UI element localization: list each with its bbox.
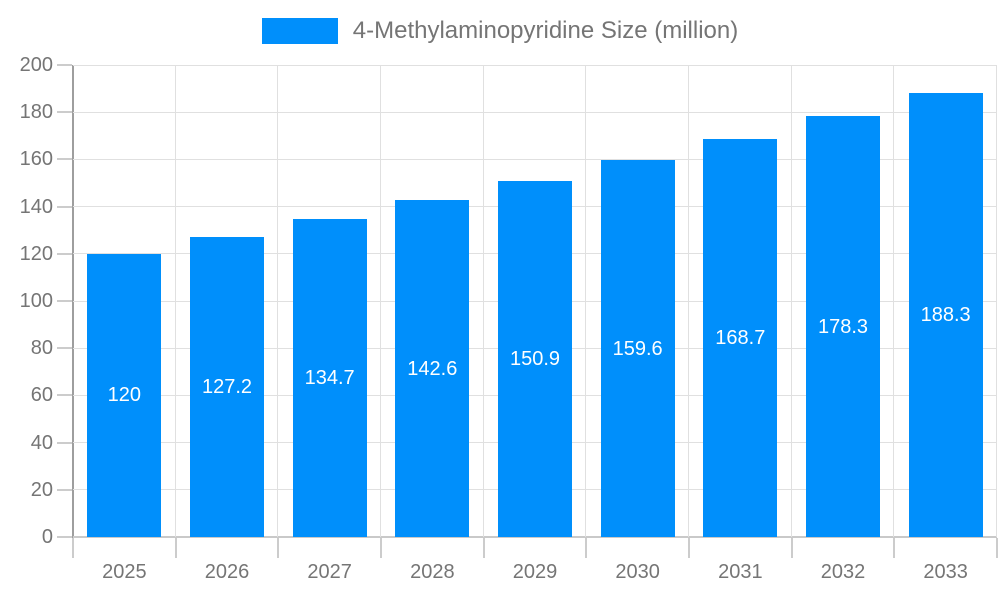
bar-value-label: 178.3 xyxy=(817,315,869,338)
legend[interactable]: 4-Methylaminopyridine Size (million) xyxy=(0,17,1000,45)
bar[interactable] xyxy=(703,138,778,537)
y-axis-tick-label: 180 xyxy=(19,101,53,124)
vertical-gridline xyxy=(688,65,689,537)
x-axis-line xyxy=(73,536,997,538)
y-axis-tick xyxy=(57,64,72,66)
vertical-gridline xyxy=(482,65,484,537)
y-axis-tick-label: 80 xyxy=(30,337,53,360)
vertical-gridline xyxy=(174,65,176,537)
vertical-gridline xyxy=(585,65,587,537)
horizontal-gridline xyxy=(73,111,997,113)
y-axis-tick xyxy=(57,441,72,444)
y-axis-tick xyxy=(57,488,72,491)
bar[interactable] xyxy=(395,200,470,537)
y-axis-tick xyxy=(57,347,72,350)
y-axis-tick-label: 200 xyxy=(19,54,53,76)
bar[interactable] xyxy=(190,236,264,537)
bar-value-label: 127.2 xyxy=(201,375,253,398)
legend-label: 4-Methylaminopyridine Size (million) xyxy=(352,17,739,44)
y-axis-tick-label: 40 xyxy=(30,431,53,454)
y-axis-tick xyxy=(57,394,72,397)
x-axis-tick xyxy=(790,538,793,558)
y-axis-tick xyxy=(57,252,72,255)
bar-value-label: 159.6 xyxy=(612,337,663,360)
bar-value-label: 120 xyxy=(107,384,142,407)
vertical-gridline xyxy=(380,65,381,537)
horizontal-gridline xyxy=(73,158,997,160)
x-axis-tick-label: 2029 xyxy=(512,561,558,583)
x-axis-tick-label: 2031 xyxy=(718,561,763,583)
y-axis-tick xyxy=(57,536,72,538)
x-axis-tick-label: 2028 xyxy=(410,561,455,583)
plot-area: 120 127.2 134.7 142.6 150.9 159.6 168.7 178.3 18… xyxy=(73,64,997,537)
horizontal-gridline xyxy=(73,64,997,66)
x-axis-tick xyxy=(72,538,74,558)
x-axis-tick xyxy=(380,538,382,558)
x-axis-tick xyxy=(277,538,280,558)
vertical-gridline xyxy=(996,65,997,537)
y-axis-tick xyxy=(57,205,72,208)
y-axis-line xyxy=(72,65,74,558)
vertical-gridline xyxy=(790,65,792,537)
bar-value-label: 188.3 xyxy=(920,303,971,326)
x-axis-tick-label: 2033 xyxy=(923,561,968,583)
bar[interactable] xyxy=(600,160,675,537)
x-axis-tick xyxy=(174,538,177,558)
bar[interactable] xyxy=(908,92,983,537)
y-axis-tick-label: 100 xyxy=(19,290,53,312)
bar[interactable] xyxy=(87,253,162,537)
bar-value-label: 142.6 xyxy=(407,357,458,380)
vertical-gridline xyxy=(277,65,279,537)
x-axis-tick-label: 2026 xyxy=(204,561,250,583)
x-axis-tick-label: 2030 xyxy=(615,561,660,583)
bar[interactable] xyxy=(806,116,880,537)
y-axis-tick-label: 20 xyxy=(30,478,53,501)
x-axis-tick-label: 2025 xyxy=(102,561,147,583)
y-axis-tick-label: 0 xyxy=(41,526,53,548)
x-axis-tick xyxy=(996,538,998,558)
bar-value-label: 168.7 xyxy=(715,326,766,349)
x-axis-tick xyxy=(482,538,485,558)
y-axis-tick xyxy=(57,300,72,302)
y-axis-tick-label: 140 xyxy=(19,195,53,218)
bar[interactable] xyxy=(292,219,367,537)
y-axis-tick-label: 160 xyxy=(19,148,53,171)
x-axis-tick-label: 2027 xyxy=(307,561,352,583)
x-axis-tick xyxy=(893,538,896,558)
x-axis-tick xyxy=(585,538,588,558)
y-axis-tick-label: 120 xyxy=(19,242,53,265)
vertical-gridline xyxy=(893,65,895,537)
y-axis-tick xyxy=(57,158,72,161)
x-axis-tick xyxy=(688,538,690,558)
bar-value-label: 134.7 xyxy=(304,367,355,390)
bar-value-label: 150.9 xyxy=(509,347,561,370)
y-axis-tick xyxy=(57,111,72,114)
legend-swatch xyxy=(261,18,338,44)
x-axis-tick-label: 2032 xyxy=(820,561,866,583)
y-axis-tick-label: 60 xyxy=(30,384,53,407)
bar[interactable] xyxy=(498,180,572,537)
